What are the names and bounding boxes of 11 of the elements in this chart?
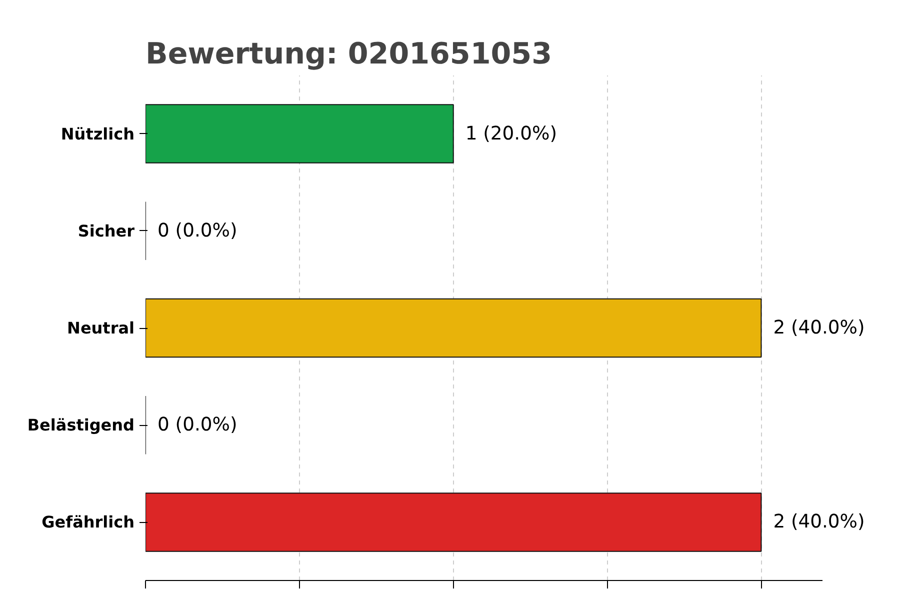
data-label: 0 (0.0%) — [158, 414, 238, 436]
data-label: 0 (0.0%) — [158, 220, 238, 242]
data-label: 2 (40.0%) — [773, 318, 865, 338]
data-label: 2 (40.0%) — [773, 512, 865, 533]
data-label: 1 (20.0%) — [465, 123, 557, 144]
y-tick-label: Sicher — [78, 221, 135, 240]
y-tick-label: Gefährlich — [42, 512, 135, 532]
y-tick-label: Nützlich — [60, 124, 135, 144]
y-tick-label: Neutral — [67, 318, 134, 338]
chart-title: Bewertung: 0201651053 — [146, 36, 552, 70]
y-tick-label: Belästigend — [27, 416, 135, 435]
